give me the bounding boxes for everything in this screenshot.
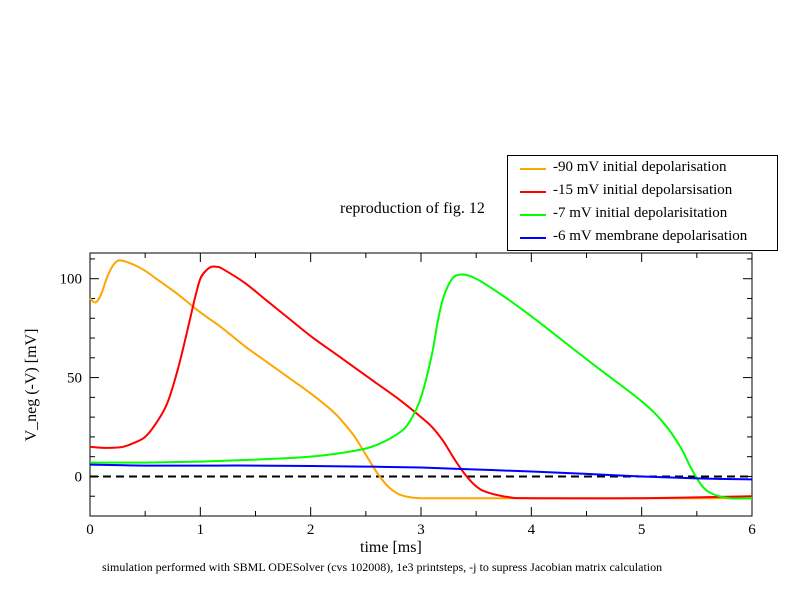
series-line-1: [89, 259, 752, 500]
x-tick-label: 3: [417, 522, 425, 538]
legend-label: -90 mV initial depolarisation: [553, 159, 727, 175]
x-tick-label: 4: [528, 522, 536, 538]
x-tick-label: 0: [86, 522, 94, 538]
legend-label: -15 mV initial depolarsisation: [553, 182, 733, 198]
legend-label: -7 mV initial depolarisitation: [553, 205, 728, 221]
y-axis-label: V_neg (-V) [mV]: [23, 328, 40, 442]
x-tick-label: 5: [638, 522, 646, 538]
chart-title: reproduction of fig. 12: [340, 200, 485, 217]
series-layer: [89, 259, 753, 500]
y-tick-label: 50: [67, 371, 82, 387]
series-line-2: [89, 265, 753, 500]
legend-swatch: [520, 214, 546, 216]
legend-entry: -6 mV membrane depolarisation: [508, 226, 777, 249]
simulation-caption: simulation performed with SBML ODESolver…: [102, 560, 663, 574]
y-tick-label: 100: [60, 272, 83, 288]
legend-swatch: [520, 237, 546, 239]
y-tick-label: 0: [75, 469, 83, 485]
legend-entry: -15 mV initial depolarsisation: [508, 180, 777, 203]
series-line-3: [89, 273, 753, 500]
legend-entry: -90 mV initial depolarisation: [508, 157, 777, 180]
x-tick-label: 2: [307, 522, 315, 538]
legend-entry: -7 mV initial depolarisitation: [508, 203, 777, 226]
x-tick-label: 6: [748, 522, 756, 538]
legend-swatch: [520, 191, 546, 193]
x-axis-label: time [ms]: [360, 539, 422, 556]
series-line-4: [89, 463, 753, 481]
axis-ticks: 0 1 2 3 4 5 6 0 50 100: [60, 253, 756, 538]
legend-swatch: [520, 168, 546, 170]
x-tick-label: 1: [197, 522, 205, 538]
legend: -90 mV initial depolarisation -15 mV init…: [507, 155, 778, 251]
legend-label: -6 mV membrane depolarisation: [553, 228, 748, 244]
